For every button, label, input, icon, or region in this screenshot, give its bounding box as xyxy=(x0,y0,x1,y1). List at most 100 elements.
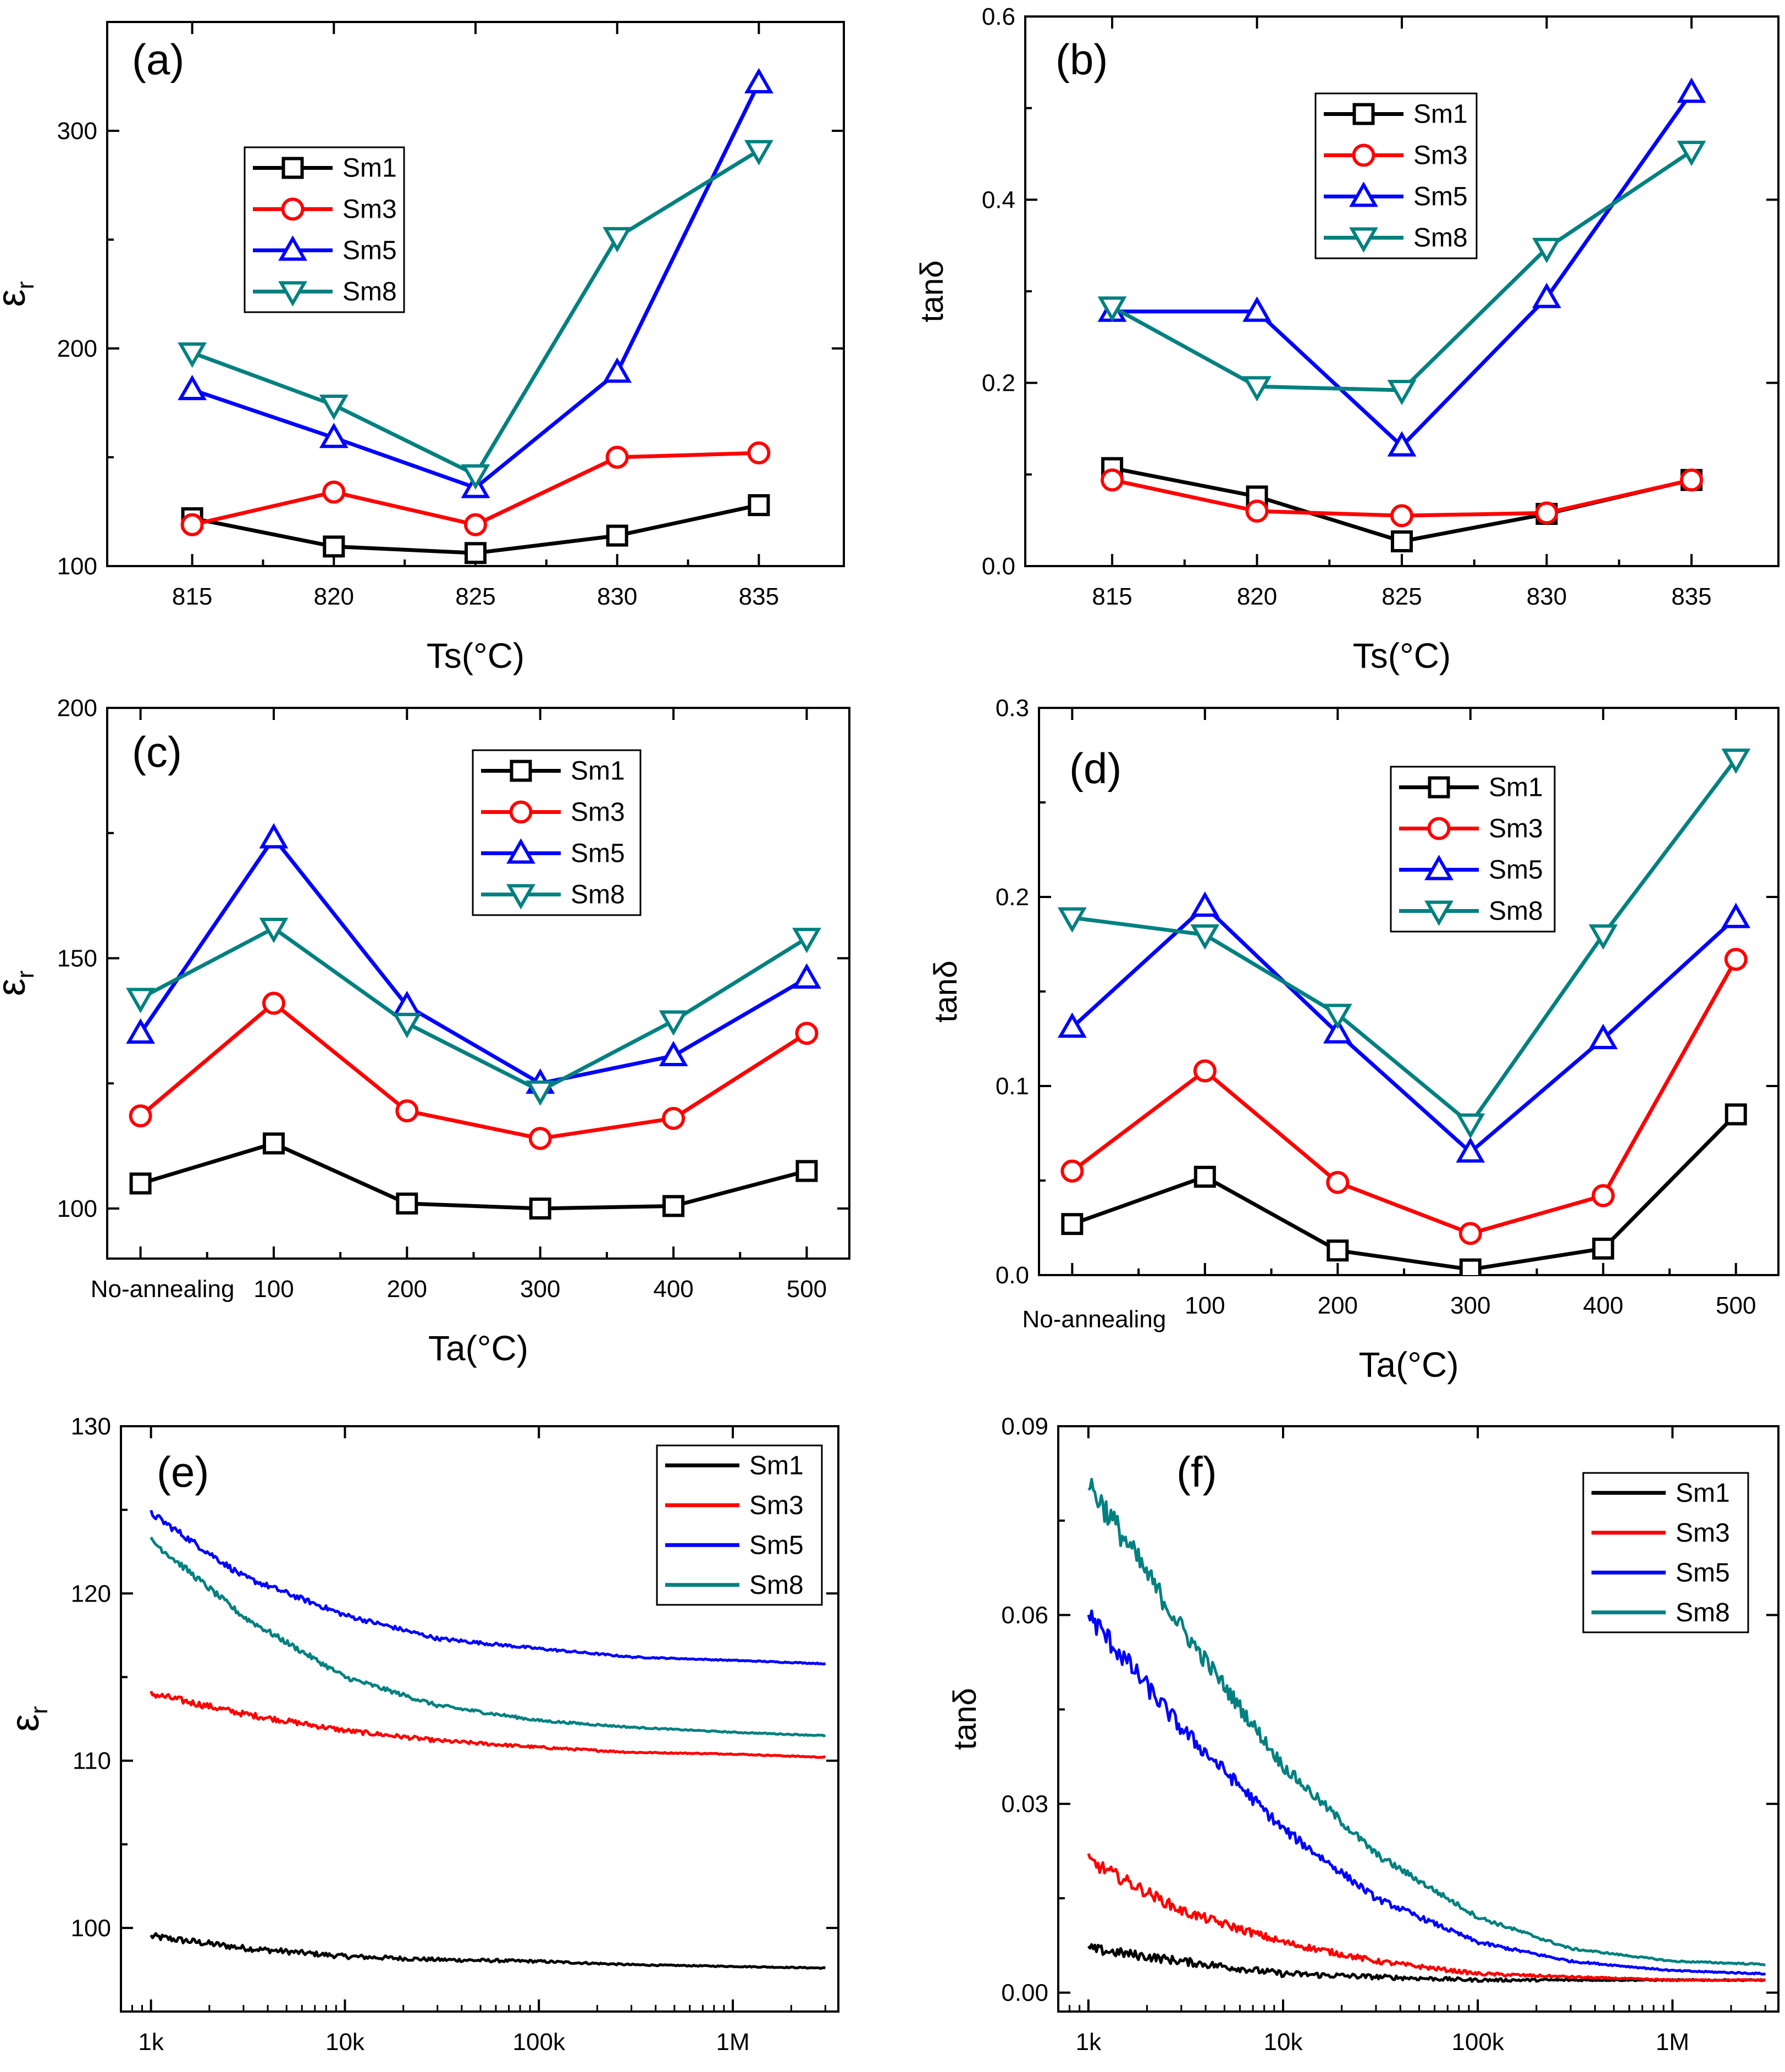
data-point-Sm5 xyxy=(319,423,349,448)
series-Sm8 xyxy=(150,1536,826,1737)
data-point-Sm5 xyxy=(603,357,632,383)
data-point-Sm1 xyxy=(1327,1239,1349,1262)
legend-box xyxy=(472,749,642,916)
legend-box xyxy=(656,1444,823,1606)
x-tick-label: 500 xyxy=(787,1276,827,1303)
data-point-Sm5 xyxy=(1057,1012,1087,1038)
legend: Sm1 Sm3 Sm5 Sm8 xyxy=(656,1444,823,1606)
legend-label-Sm8: Sm8 xyxy=(571,880,625,910)
y-axis-label-main: ε xyxy=(0,289,34,307)
data-point-Sm3 xyxy=(1245,500,1269,523)
series-line-Sm5 xyxy=(150,1510,826,1666)
x-tick-label: 100 xyxy=(1185,1292,1225,1319)
series-Sm8 xyxy=(1087,1477,1766,1966)
y-tick-label: 0.3 xyxy=(996,695,1029,722)
x-tick-label: 835 xyxy=(739,583,779,610)
legend: Sm1 Sm3 Sm5 Sm8 xyxy=(1582,1472,1749,1633)
y-tick-label: 0.09 xyxy=(1001,1413,1048,1440)
series-line-Sm5 xyxy=(1071,904,1738,1154)
legend-marker-Sm8 xyxy=(506,884,535,910)
data-point-Sm1 xyxy=(465,542,487,564)
data-point-Sm1 xyxy=(323,535,345,558)
data-point-Sm1 xyxy=(1592,1237,1615,1260)
series-Sm3 xyxy=(129,991,819,1150)
data-layer xyxy=(126,823,821,1220)
legend-label-Sm1: Sm1 xyxy=(342,154,397,183)
data-point-Sm8 xyxy=(744,140,773,165)
x-tick-label: 815 xyxy=(172,583,212,610)
legend-label-Sm8: Sm8 xyxy=(342,278,397,307)
data-point-Sm3 xyxy=(528,1127,552,1150)
legend-marker-Sm8 xyxy=(278,281,307,307)
series-line-Sm8 xyxy=(139,926,808,1093)
data-layer xyxy=(1057,748,1751,1275)
series-Sm1 xyxy=(181,494,770,564)
y-axis-label-sub: r xyxy=(12,281,39,290)
series-Sm1 xyxy=(1087,1943,1766,1983)
data-point-Sm8 xyxy=(1677,141,1706,167)
x-tick-label: 200 xyxy=(387,1276,427,1303)
legend-label-Sm3: Sm3 xyxy=(571,798,625,827)
data-layer xyxy=(178,68,773,564)
series-line-Sm8 xyxy=(1087,1477,1766,1966)
data-point-Sm8 xyxy=(319,395,349,420)
y-axis-label-main: ε xyxy=(3,1714,47,1732)
legend: Sm1 Sm3 Sm5 Sm8 xyxy=(472,749,642,916)
data-point-Sm8 xyxy=(259,917,289,944)
legend-box xyxy=(1314,92,1478,259)
data-point-Sm5 xyxy=(1242,296,1272,322)
data-point-Sm3 xyxy=(1724,948,1748,971)
panel-b: 0.0 0.2 0.4 0.6 815 820 825 830 835 Ts(°C) tanδ (b)… xyxy=(914,3,1780,675)
y-axis-label: tanδ xyxy=(914,261,950,323)
data-point-Sm8 xyxy=(1387,380,1417,406)
y-tick-label: 0.00 xyxy=(1001,1980,1048,2007)
series-Sm3 xyxy=(180,441,771,536)
series-line-Sm8 xyxy=(150,1536,826,1737)
x-tick-label: 300 xyxy=(1450,1292,1490,1319)
series-Sm3 xyxy=(1101,468,1703,528)
legend-label-Sm3: Sm3 xyxy=(342,195,397,224)
y-tick-label: 100 xyxy=(71,1915,111,1942)
series-Sm1 xyxy=(1061,1103,1747,1275)
legend-marker-Sm3 xyxy=(1352,143,1375,167)
legend-label-Sm3: Sm3 xyxy=(1489,815,1543,844)
panel-label: (a) xyxy=(132,35,184,84)
legend-label-Sm5: Sm5 xyxy=(1676,1558,1730,1587)
data-point-Sm8 xyxy=(1057,907,1087,933)
legend-label-Sm8: Sm8 xyxy=(1413,224,1468,253)
panel-label: (f) xyxy=(1176,1448,1217,1496)
y-tick-label: 0.2 xyxy=(996,884,1029,911)
series-line-Sm3 xyxy=(139,1001,808,1140)
data-point-Sm8 xyxy=(392,1012,422,1039)
panel-f: 0.000.030.060.091k10k100k1Mf(Hz)tanδ(f)S… xyxy=(947,1413,1780,2056)
data-point-Sm5 xyxy=(178,374,207,401)
y-tick-label: 100 xyxy=(57,1195,97,1222)
series-line-Sm1 xyxy=(150,1932,826,1970)
legend-label-Sm5: Sm5 xyxy=(749,1531,804,1560)
data-point-Sm8 xyxy=(1097,296,1127,322)
legend-marker-Sm1 xyxy=(281,157,304,179)
data-layer xyxy=(1097,77,1706,552)
data-point-Sm1 xyxy=(1725,1103,1747,1126)
series-line-Sm8 xyxy=(1071,757,1738,1126)
data-point-Sm3 xyxy=(129,1104,152,1128)
data-point-Sm1 xyxy=(1459,1258,1482,1275)
y-tick-label: 150 xyxy=(57,945,97,972)
legend-label-Sm1: Sm1 xyxy=(1489,773,1543,802)
y-tick-label: 130 xyxy=(71,1413,111,1440)
data-point-Sm8 xyxy=(1532,237,1561,263)
series-Sm5 xyxy=(1087,1609,1766,1976)
legend-label-Sm8: Sm8 xyxy=(1676,1598,1730,1627)
data-point-Sm5 xyxy=(1588,1023,1618,1049)
y-axis-label: εr xyxy=(3,1706,53,1732)
data-point-Sm8 xyxy=(1456,1113,1485,1139)
series-Sm5 xyxy=(1057,891,1751,1163)
data-point-Sm8 xyxy=(178,342,207,368)
x-tick-label: 500 xyxy=(1716,1292,1756,1319)
data-layer xyxy=(150,1510,826,1970)
data-point-Sm8 xyxy=(792,928,821,954)
data-point-Sm8 xyxy=(526,1080,555,1106)
data-point-Sm3 xyxy=(1060,1159,1084,1183)
legend-label-Sm1: Sm1 xyxy=(1413,100,1468,129)
plot-frame xyxy=(1057,1425,1780,2013)
